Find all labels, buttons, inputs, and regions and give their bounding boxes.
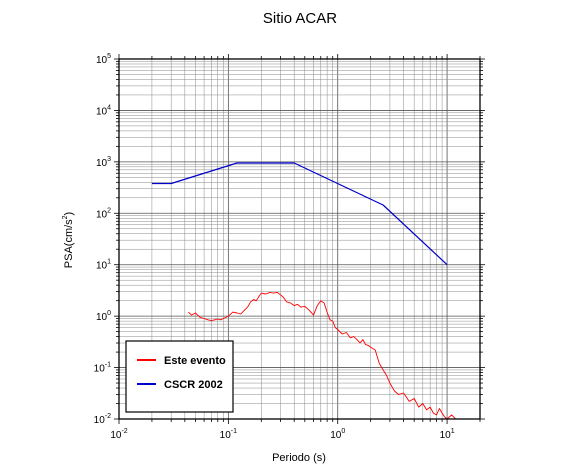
y-tick-label: 104 xyxy=(96,104,111,117)
grid xyxy=(118,58,481,420)
x-tick-label: 100 xyxy=(330,428,345,441)
y-tick-label: 10-2 xyxy=(94,413,111,426)
x-tick-label: 101 xyxy=(440,428,455,441)
x-tick-label: 10-2 xyxy=(110,428,127,441)
y-axis-label-base: PSA(cm/s xyxy=(63,219,75,268)
chart-title: Sitio ACAR xyxy=(263,10,337,27)
series-layer xyxy=(151,162,457,420)
y-tick-label: 103 xyxy=(96,156,111,169)
tick-labels: 10-2 10-1 100 101 10-2 10-1 100 101 102 103 104 105 xyxy=(94,53,455,441)
y-tick-label: 102 xyxy=(96,207,111,220)
x-axis-label: Periodo (s) xyxy=(272,452,326,464)
legend-box xyxy=(125,340,234,413)
y-axis-label-close: ) xyxy=(63,212,75,216)
y-axis-label: PSA(cm/s2) xyxy=(62,212,75,268)
series-line-este-evento xyxy=(187,291,457,420)
y-tick-label: 100 xyxy=(96,310,111,323)
y-tick-label: 105 xyxy=(96,53,111,66)
axis-ticks xyxy=(114,54,485,424)
y-tick-label: 10-1 xyxy=(94,362,111,375)
plot-frame xyxy=(118,58,481,420)
y-axis-label-sup: 2 xyxy=(62,215,69,219)
series-line-cscr-2002 xyxy=(151,162,448,266)
y-tick-label: 101 xyxy=(96,259,111,272)
legend: Este evento CSCR 2002 xyxy=(125,340,234,413)
legend-label-este-evento: Este evento xyxy=(164,355,226,367)
x-tick-label: 10-1 xyxy=(220,428,237,441)
legend-label-cscr-2002: CSCR 2002 xyxy=(164,379,223,391)
